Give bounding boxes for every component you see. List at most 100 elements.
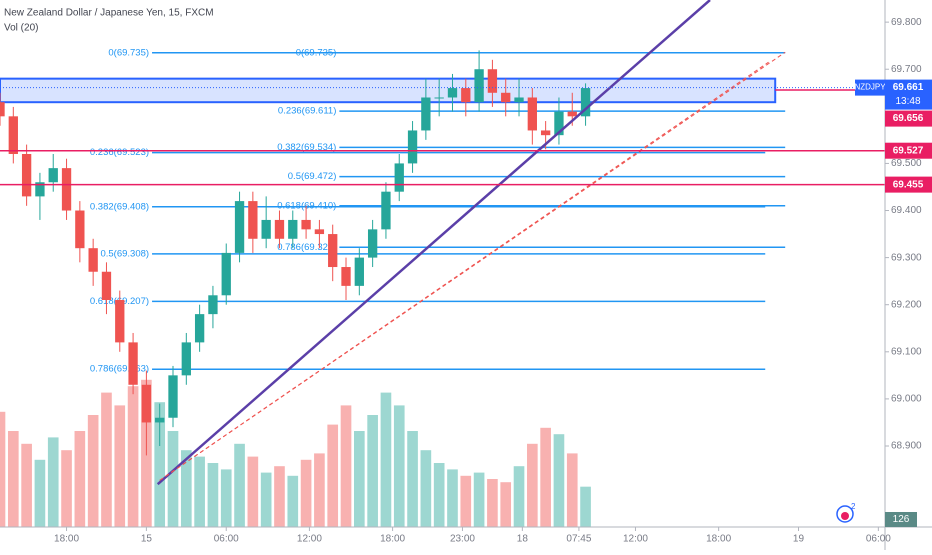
candle-body bbox=[501, 92, 511, 103]
candle-body bbox=[141, 384, 152, 423]
volume-label: 126 bbox=[893, 514, 910, 525]
volume-bar bbox=[513, 466, 525, 527]
candle-body bbox=[21, 154, 32, 197]
volume-layer bbox=[0, 379, 591, 527]
x-tick-label: 06:00 bbox=[214, 534, 239, 545]
candle-body bbox=[61, 168, 72, 211]
price-level-box bbox=[885, 176, 932, 193]
volume-bar bbox=[393, 405, 405, 527]
candle-body bbox=[128, 342, 138, 385]
candle-body bbox=[248, 201, 258, 239]
y-tick-label: 69.700 bbox=[891, 64, 922, 75]
volume-bar bbox=[553, 434, 565, 527]
candle-body bbox=[301, 219, 311, 230]
fib-label: 0.236(69.523) bbox=[90, 147, 149, 158]
candle-body bbox=[514, 97, 524, 103]
candle-body bbox=[155, 417, 165, 423]
volume-bar bbox=[74, 431, 86, 527]
last-price-box bbox=[885, 79, 932, 110]
zone-layer bbox=[0, 77, 777, 104]
candle-body bbox=[567, 111, 577, 117]
volume-bar bbox=[487, 479, 498, 527]
volume-bar bbox=[47, 437, 59, 527]
candle-body bbox=[407, 130, 418, 164]
volume-bar bbox=[300, 459, 312, 527]
volume-bar bbox=[354, 431, 365, 527]
volume-bar bbox=[194, 456, 205, 527]
x-tick-label: 07:45 bbox=[566, 534, 591, 545]
line-layer bbox=[0, 0, 885, 486]
volume-bar bbox=[380, 392, 392, 527]
candle-body bbox=[341, 267, 351, 286]
volume-bar bbox=[0, 411, 6, 527]
y-tick-label: 69.300 bbox=[891, 252, 922, 263]
chart-title: New Zealand Dollar / Japanese Yen, 15, F… bbox=[4, 8, 214, 19]
candle-body bbox=[394, 163, 404, 192]
x-tick-label: 06:00 bbox=[866, 534, 891, 545]
candle-body bbox=[527, 97, 537, 131]
candle-body bbox=[168, 375, 178, 418]
candle-body bbox=[487, 69, 498, 93]
fib-label: 0.236(69.611) bbox=[278, 106, 336, 117]
volume-bar bbox=[287, 475, 299, 527]
volume-bar bbox=[127, 386, 139, 527]
fib-label: 0.5(69.308) bbox=[100, 248, 149, 259]
candle-body bbox=[0, 102, 5, 117]
candle-body bbox=[314, 229, 325, 235]
candle-body bbox=[75, 210, 85, 249]
volume-bar bbox=[540, 427, 551, 527]
volume-bar bbox=[447, 469, 458, 527]
volume-bar bbox=[433, 463, 445, 527]
x-tick-label: 12:00 bbox=[623, 534, 648, 545]
logo-icon: 2 bbox=[836, 502, 856, 523]
candle-body bbox=[540, 130, 551, 136]
volume-bar bbox=[367, 415, 378, 527]
candle-body bbox=[461, 88, 471, 103]
volume-bar bbox=[34, 459, 46, 527]
candle-body bbox=[101, 271, 112, 300]
volume-bar bbox=[460, 475, 472, 527]
volume-bar bbox=[327, 424, 339, 527]
countdown-label: 13:48 bbox=[895, 96, 920, 107]
candle-body bbox=[381, 191, 391, 230]
x-tick-label: 18 bbox=[517, 534, 529, 545]
volume-bar bbox=[314, 453, 325, 527]
candle-body bbox=[261, 219, 271, 239]
candle-body bbox=[367, 229, 378, 258]
fib-label: 0.5(69.472) bbox=[288, 171, 337, 182]
candle-body bbox=[8, 116, 18, 155]
candle-body bbox=[554, 111, 564, 136]
candle-body bbox=[354, 257, 364, 286]
x-tick-label: 23:00 bbox=[450, 534, 475, 545]
volume-bar bbox=[407, 431, 418, 527]
last-price-label: 69.661 bbox=[893, 82, 924, 93]
zone-rect bbox=[0, 77, 777, 104]
fib-label: 0.786(69.322) bbox=[277, 242, 336, 253]
volume-bar bbox=[207, 463, 219, 527]
candle-body bbox=[181, 342, 191, 376]
volume-bar bbox=[340, 405, 352, 527]
volume-bar bbox=[114, 405, 126, 527]
x-tick-label: 18:00 bbox=[54, 534, 79, 545]
volume-bar bbox=[220, 469, 232, 527]
fib-label: 0.382(69.408) bbox=[90, 201, 149, 212]
candle-body bbox=[434, 97, 444, 99]
x-tick-label: 15 bbox=[141, 534, 153, 545]
price-level-label: 69.455 bbox=[893, 179, 924, 190]
y-tick-label: 69.400 bbox=[891, 205, 922, 216]
candle-body bbox=[274, 219, 285, 239]
y-tick-label: 69.200 bbox=[891, 299, 922, 310]
candle-layer bbox=[0, 50, 591, 456]
volume-bar bbox=[61, 450, 72, 527]
candle-body bbox=[447, 88, 458, 98]
candle-body bbox=[88, 248, 98, 272]
volume-bar bbox=[580, 486, 591, 527]
candle-body bbox=[580, 88, 591, 117]
fib-label: 0.786(69.063) bbox=[90, 364, 149, 375]
candle-body bbox=[48, 168, 58, 183]
symbol-label: NZDJPY bbox=[854, 83, 886, 92]
price-level-label: 69.527 bbox=[893, 145, 924, 156]
time-axis-bg bbox=[0, 527, 932, 550]
volume-bar bbox=[87, 415, 99, 527]
fib-label: 0.618(69.410) bbox=[277, 200, 336, 211]
